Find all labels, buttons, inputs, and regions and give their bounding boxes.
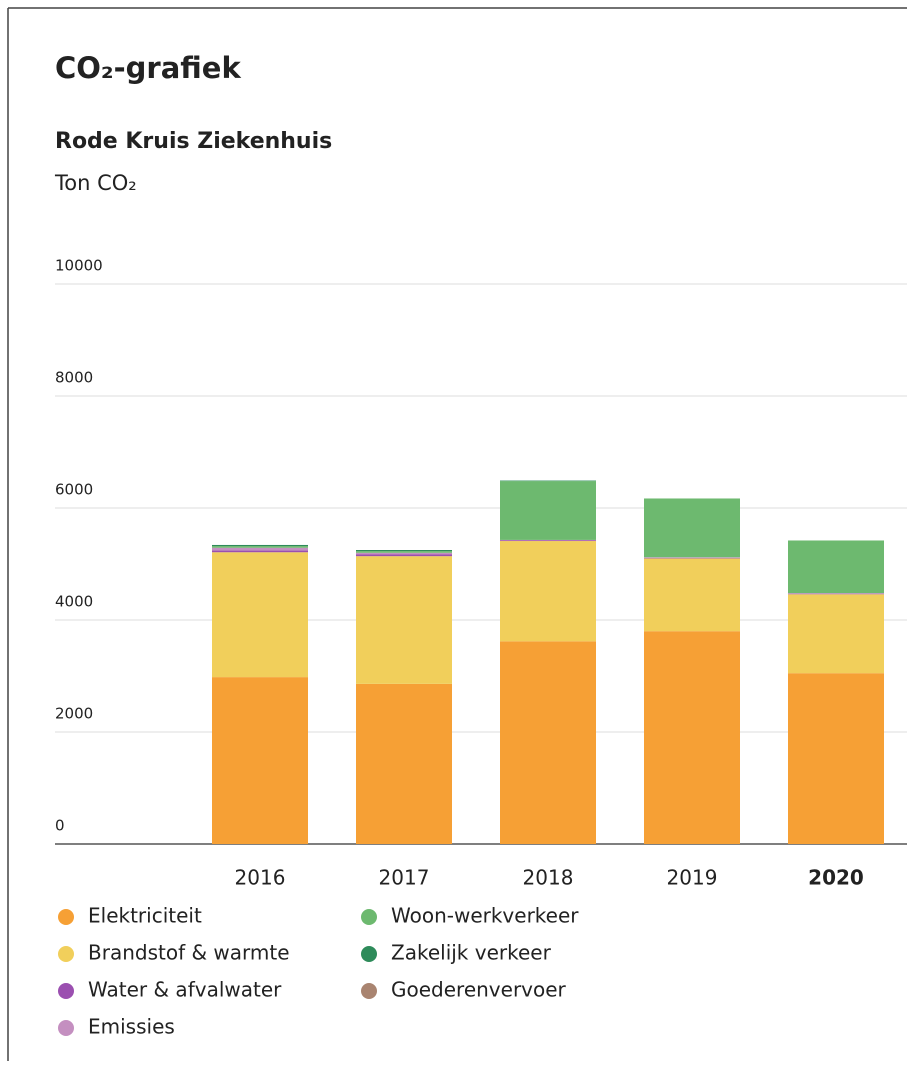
- y-tick-label: 2000: [55, 705, 93, 723]
- bar-segment: [644, 557, 740, 558]
- y-tick-label: 0: [55, 817, 65, 835]
- y-tick-label: 6000: [55, 481, 93, 499]
- bar-segment: [500, 540, 596, 542]
- bar-segment: [356, 552, 452, 555]
- legend-label: Elektriciteit: [88, 904, 202, 928]
- x-tick-label: 2019: [667, 866, 718, 890]
- chart-subtitle: Rode Kruis Ziekenhuis: [55, 129, 332, 154]
- bar-segment: [212, 677, 308, 844]
- x-tick-label: 2018: [523, 866, 574, 890]
- bar-segment: [212, 544, 308, 547]
- bar-segment: [500, 481, 596, 540]
- legend-swatch: [58, 1020, 74, 1036]
- bar-segment: [212, 547, 308, 551]
- chart-title: CO₂-grafiek: [55, 51, 241, 85]
- bar-segment: [500, 541, 596, 642]
- bar-segment: [356, 556, 452, 684]
- legend-swatch: [361, 983, 377, 999]
- x-tick-label: 2017: [379, 866, 430, 890]
- bar-segment: [644, 498, 740, 558]
- bar-segment: [788, 593, 884, 594]
- bar-segment: [212, 552, 308, 678]
- y-tick-label: 8000: [55, 369, 93, 387]
- bar-segment: [212, 550, 308, 553]
- bar-segment: [500, 480, 596, 482]
- legend-label: Zakelijk verkeer: [391, 941, 552, 965]
- legend-swatch: [58, 983, 74, 999]
- legend-swatch: [361, 946, 377, 962]
- bar-segment: [356, 554, 452, 557]
- bar-segment: [212, 546, 308, 548]
- y-axis-label: Ton CO₂: [54, 171, 137, 195]
- bar-segment: [788, 593, 884, 595]
- bar-segment: [500, 641, 596, 844]
- bar-segment: [356, 550, 452, 552]
- y-tick-label: 4000: [55, 593, 93, 611]
- y-tick-label: 10000: [55, 257, 103, 275]
- bar-segment: [788, 540, 884, 594]
- bar-segment: [644, 558, 740, 632]
- legend-label: Water & afvalwater: [88, 978, 282, 1002]
- bar-segment: [788, 673, 884, 844]
- x-tick-label: 2020: [808, 866, 864, 890]
- x-tick-label: 2016: [235, 866, 286, 890]
- bar-segment: [356, 551, 452, 553]
- legend-swatch: [361, 909, 377, 925]
- legend-label: Goederenvervoer: [391, 978, 567, 1002]
- legend-swatch: [58, 909, 74, 925]
- legend-label: Emissies: [88, 1015, 175, 1039]
- bar-segment: [500, 539, 596, 541]
- legend-label: Woon-werkverkeer: [391, 904, 579, 928]
- bar-segment: [356, 683, 452, 844]
- bar-segment: [644, 557, 740, 559]
- bar-segment: [644, 631, 740, 844]
- legend-swatch: [58, 946, 74, 962]
- legend-label: Brandstof & warmte: [88, 941, 290, 965]
- bar-segment: [788, 594, 884, 674]
